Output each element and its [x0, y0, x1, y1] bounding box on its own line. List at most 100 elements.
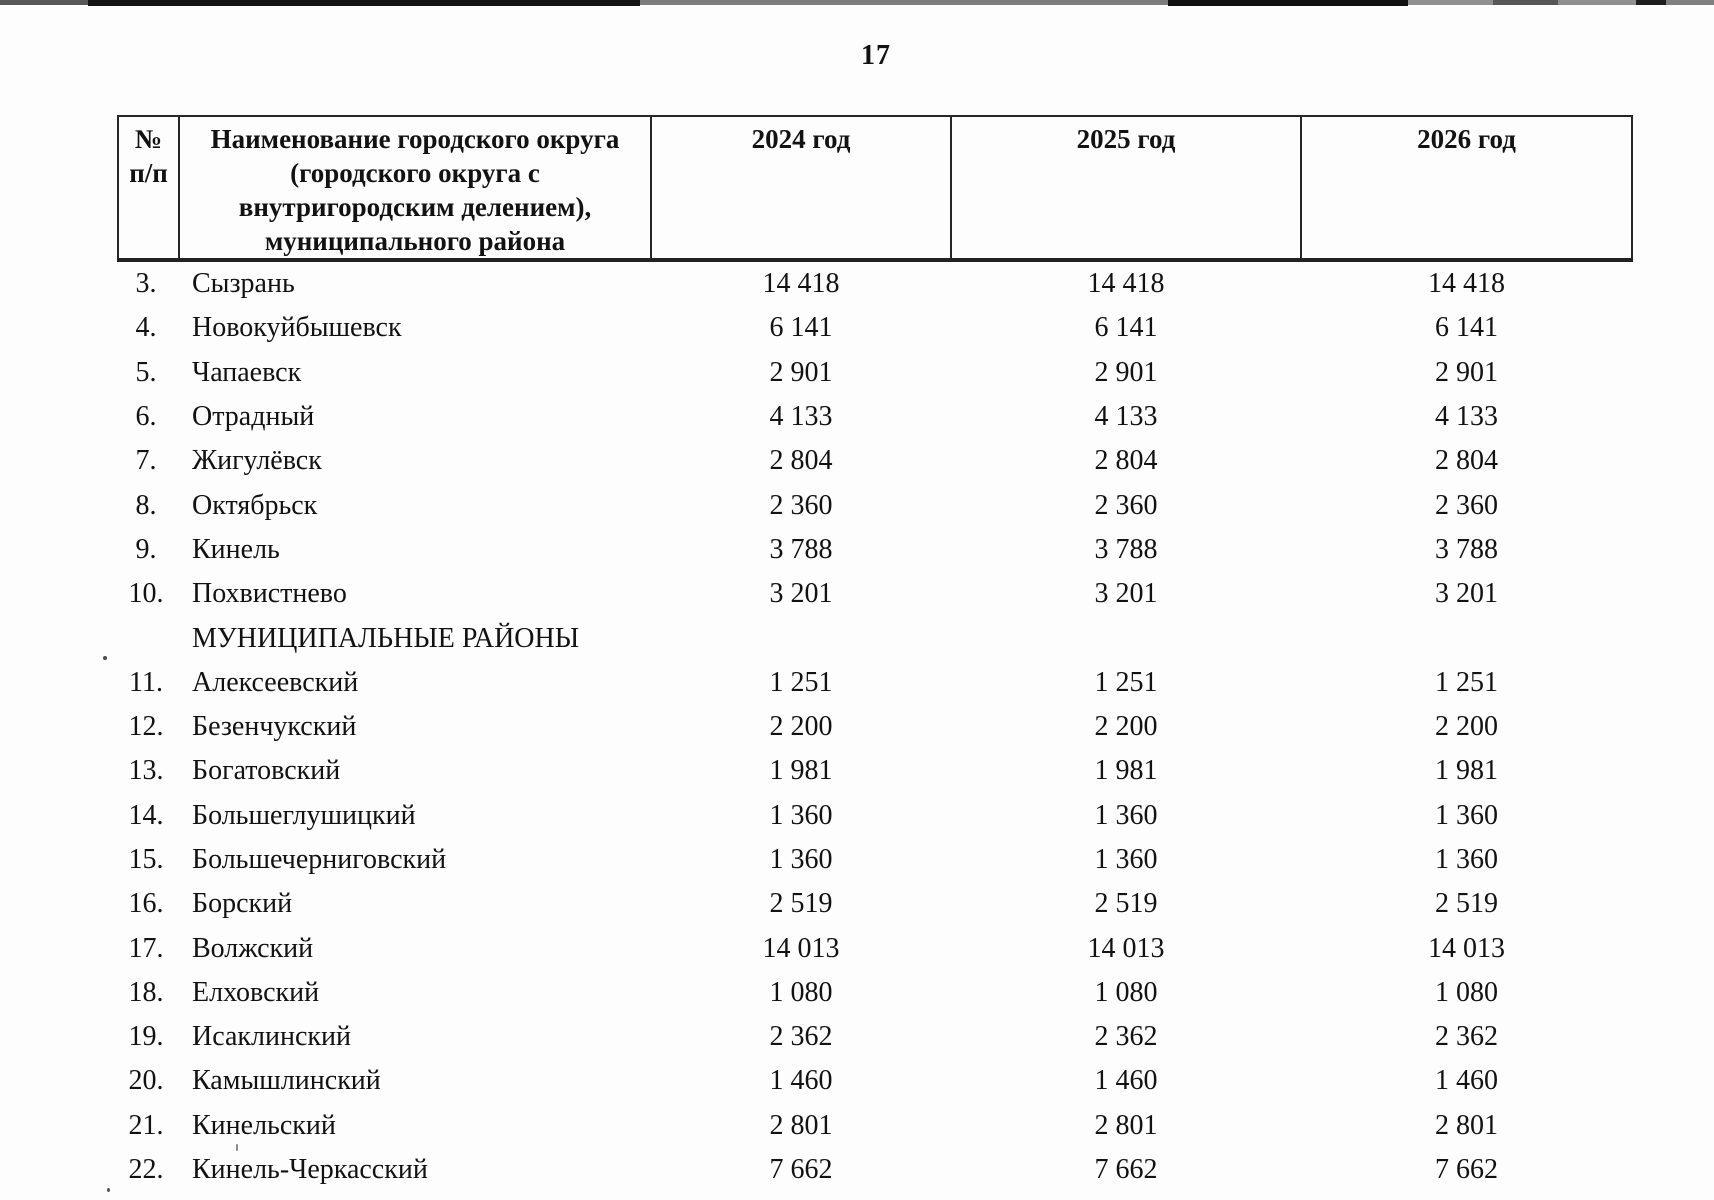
- row-value-2026-cell: 2 519: [1435, 888, 1498, 920]
- row-value-2026-cell: 2 804: [1435, 445, 1498, 477]
- row-name-cell: Октябрьск: [192, 489, 318, 521]
- row-value-2024-cell: 1 251: [769, 666, 833, 698]
- table-row: 13. Богатовский 1 981 1 981 1 981: [118, 749, 1632, 793]
- row-value-2024-cell: 2 519: [769, 888, 833, 920]
- row-value-2025-cell: 7 662: [1094, 1154, 1158, 1186]
- row-name-cell: Новокуйбышевск: [192, 312, 402, 344]
- scan-edge-segment: [0, 0, 88, 5]
- row-value-2024-cell: [651, 616, 951, 660]
- row-value-2026-cell: 14 418: [1428, 268, 1505, 300]
- row-name-cell: Алексеевский: [192, 666, 359, 698]
- row-value-2026-cell: 1 251: [1435, 666, 1498, 698]
- row-value-2024-cell: 3 788: [769, 533, 833, 565]
- table-row: 6. Отрадный 4 133 4 133 4 133: [118, 395, 1632, 439]
- scan-speck: [103, 656, 107, 660]
- table-header: № п/п Наименование городского округа (го…: [117, 115, 1633, 262]
- row-value-2024-cell: 7 662: [769, 1154, 833, 1186]
- row-number-cell: 7.: [135, 445, 157, 477]
- table-row: 10. Похвистнево 3 201 3 201 3 201: [118, 572, 1632, 616]
- row-value-2025-cell: 3 788: [1094, 533, 1158, 565]
- row-value-2024-cell: 1 981: [769, 755, 833, 787]
- scan-edge-segment: [1168, 0, 1408, 6]
- table-row: 20. Камышлинский 1 460 1 460 1 460: [118, 1059, 1632, 1103]
- row-value-2025-cell: 2 200: [1094, 711, 1158, 743]
- row-value-2025-cell: 14 418: [1087, 268, 1165, 300]
- row-name-cell: Борский: [192, 888, 293, 920]
- row-number-cell: 10.: [128, 578, 164, 610]
- row-value-2025-cell: 2 360: [1094, 489, 1158, 521]
- row-value-2025-cell: 2 804: [1094, 445, 1158, 477]
- row-value-2024-cell: 14 013: [762, 932, 840, 964]
- scan-speck: [107, 1188, 110, 1192]
- row-number-cell: 18.: [128, 976, 164, 1008]
- scan-edge-segment: [88, 0, 640, 6]
- table-row: 9. Кинель 3 788 3 788 3 788: [118, 528, 1632, 572]
- row-value-2026-cell: [1301, 616, 1632, 660]
- row-value-2024-cell: 2 200: [769, 711, 833, 743]
- row-value-2026-cell: 4 133: [1435, 401, 1498, 433]
- row-number-cell: 11.: [129, 666, 163, 698]
- budget-allocations-table: № п/п Наименование городского округа (го…: [117, 115, 1633, 1192]
- table-row: 8. Октябрьск 2 360 2 360 2 360: [118, 483, 1632, 527]
- row-name-cell: Кинельский: [192, 1109, 336, 1141]
- row-name-cell: Богатовский: [192, 755, 341, 787]
- row-number-cell: 6.: [135, 401, 157, 433]
- row-value-2025-cell: 1 360: [1094, 799, 1158, 831]
- row-value-2026-cell: 2 362: [1435, 1021, 1498, 1053]
- row-number-cell: 22.: [128, 1154, 164, 1186]
- table-row: 11. Алексеевский 1 251 1 251 1 251: [118, 661, 1632, 705]
- row-value-2024-cell: 2 362: [769, 1021, 833, 1053]
- row-value-2026-cell: 14 013: [1428, 932, 1505, 964]
- row-name-cell: Кинель: [192, 533, 280, 565]
- row-value-2024-cell: 2 901: [769, 356, 833, 388]
- row-value-2024-cell: 1 080: [769, 976, 833, 1008]
- header-cell-year-2026: 2026 год: [1300, 115, 1633, 262]
- row-value-2024-cell: 2 801: [769, 1109, 833, 1141]
- row-value-2025-cell: 14 013: [1087, 932, 1165, 964]
- row-number-cell: 21.: [128, 1109, 164, 1141]
- row-number-cell: 12.: [128, 711, 164, 743]
- row-number-cell: 16.: [128, 888, 164, 920]
- row-value-2024-cell: 14 418: [762, 268, 840, 300]
- table-row: 3. Сызрань 14 418 14 418 14 418: [118, 260, 1632, 306]
- row-name-cell: Отрадный: [192, 401, 315, 433]
- row-name-cell: Жигулёвск: [192, 445, 322, 477]
- row-value-2024-cell: 2 804: [769, 445, 833, 477]
- scan-edge-segment: [1558, 0, 1636, 5]
- row-value-2025-cell: 6 141: [1094, 312, 1158, 344]
- row-number-cell: 5.: [135, 356, 157, 388]
- scan-edge-segment: [1493, 0, 1558, 5]
- page-number: 17: [861, 40, 891, 71]
- section-title-cell: МУНИЦИПАЛЬНЫЕ РАЙОНЫ: [192, 622, 580, 654]
- row-name-cell: Сызрань: [192, 268, 295, 300]
- section-row: МУНИЦИПАЛЬНЫЕ РАЙОНЫ: [118, 616, 1632, 660]
- row-number-cell: 8.: [135, 489, 157, 521]
- section-number-cell: [118, 616, 179, 660]
- row-number-cell: 3.: [135, 268, 157, 300]
- scan-edge-segment: [640, 0, 1168, 5]
- row-name-cell: Кинель-Черкасский: [192, 1154, 428, 1186]
- row-value-2026-cell: 1 360: [1435, 799, 1498, 831]
- table-row: 5. Чапаевск 2 901 2 901 2 901: [118, 351, 1632, 395]
- row-value-2026-cell: 3 788: [1435, 533, 1498, 565]
- row-value-2025-cell: 1 251: [1094, 666, 1158, 698]
- row-value-2024-cell: 1 460: [769, 1065, 833, 1097]
- row-name-cell: Елховский: [192, 976, 320, 1008]
- header-cell-year-2025: 2025 год: [950, 115, 1302, 262]
- row-value-2025-cell: 2 362: [1094, 1021, 1158, 1053]
- row-value-2024-cell: 1 360: [769, 844, 833, 875]
- row-value-2026-cell: 2 801: [1435, 1109, 1498, 1141]
- table-row: 17. Волжский 14 013 14 013 14 013: [118, 926, 1632, 970]
- scan-speck: [236, 1144, 238, 1151]
- table-row: 16. Борский 2 519 2 519 2 519: [118, 882, 1632, 926]
- row-value-2025-cell: 1 460: [1094, 1065, 1158, 1097]
- row-value-2026-cell: 1 460: [1435, 1065, 1498, 1097]
- row-value-2024-cell: 4 133: [769, 401, 833, 433]
- row-value-2026-cell: 1 981: [1435, 755, 1498, 787]
- row-value-2026-cell: 7 662: [1435, 1154, 1498, 1186]
- row-value-2026-cell: 3 201: [1435, 578, 1498, 610]
- row-value-2024-cell: 1 360: [769, 799, 833, 831]
- row-name-cell: Похвистнево: [192, 578, 347, 610]
- row-number-cell: 17.: [128, 932, 164, 964]
